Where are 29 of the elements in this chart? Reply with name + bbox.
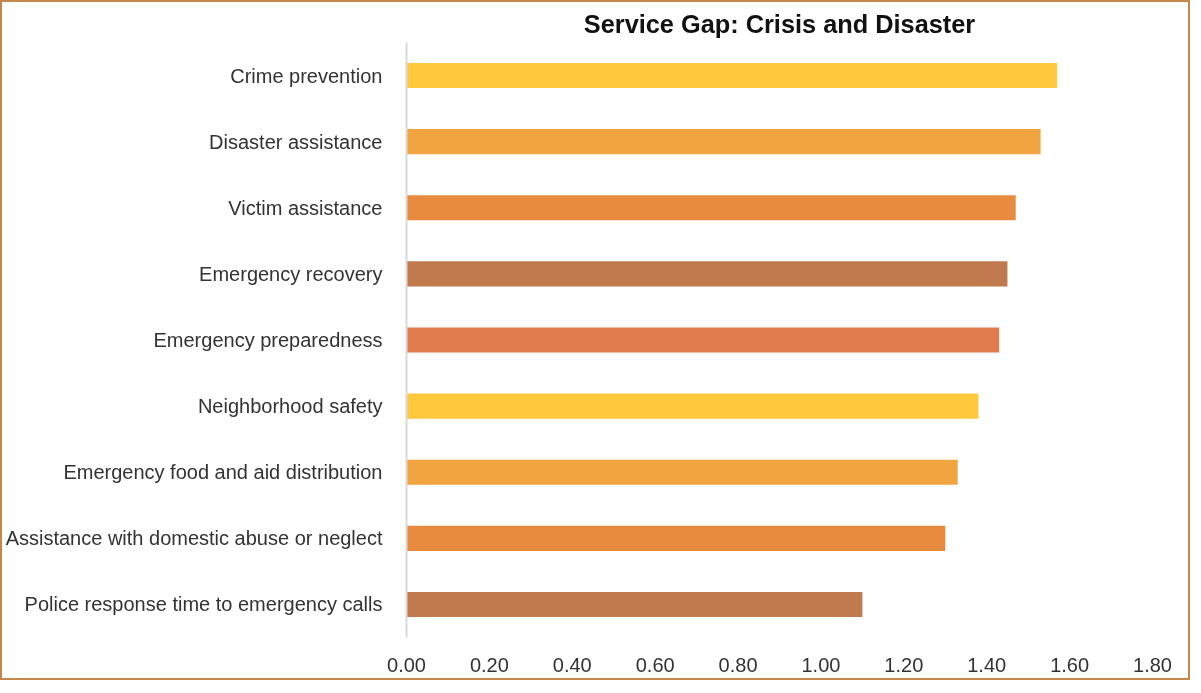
bar [406, 525, 946, 551]
x-tick-label: 0.20 [469, 653, 509, 676]
x-tick-label: 0.40 [552, 653, 592, 676]
bar [406, 129, 1041, 155]
y-tick-label: Police response time to emergency calls [24, 593, 383, 616]
y-tick-label: Victim assistance [228, 196, 383, 219]
x-tick-label: 1.80 [1133, 653, 1172, 676]
y-tick-label: Emergency food and aid distribution [63, 461, 383, 484]
y-tick-label: Emergency recovery [199, 262, 383, 285]
x-tick-label: 0.60 [635, 653, 675, 676]
x-tick-label: 0.00 [387, 653, 426, 676]
bar [406, 62, 1058, 89]
y-tick-label: Neighborhood safety [197, 395, 383, 418]
bar [406, 195, 1016, 221]
chart-title: Service Gap: Crisis and Disaster [583, 9, 976, 38]
x-tick-label: 0.80 [718, 653, 758, 676]
x-tick-label: 1.60 [1050, 653, 1090, 676]
y-tick-label: Emergency preparedness [153, 329, 383, 351]
bar [406, 591, 863, 618]
x-tick-label: 1.00 [801, 653, 841, 676]
x-tick-label: 1.40 [967, 653, 1007, 676]
y-tick-label: Crime prevention [230, 64, 383, 87]
bar [406, 393, 979, 419]
x-tick-label: 1.20 [884, 653, 924, 676]
y-tick-label: Disaster assistance [209, 130, 383, 153]
bar [406, 327, 1000, 353]
y-tick-label: Assistance with domestic abuse or neglect [5, 527, 383, 550]
bar [406, 261, 1008, 287]
bar [406, 459, 958, 485]
